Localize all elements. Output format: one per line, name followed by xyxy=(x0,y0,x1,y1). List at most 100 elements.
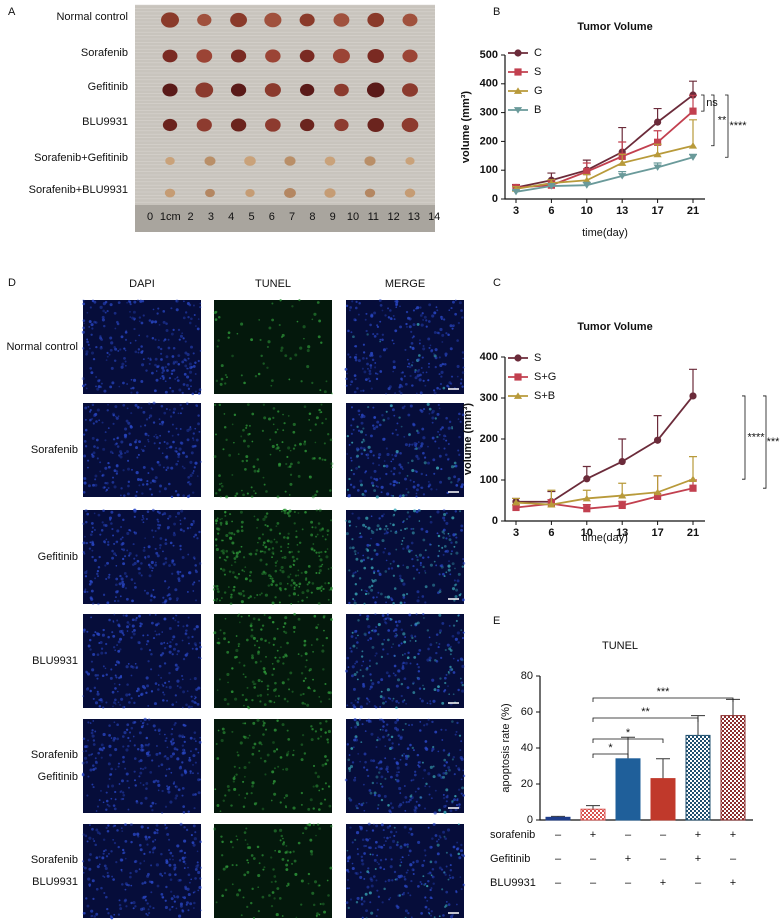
tumor xyxy=(367,117,384,133)
treatment-name: BLU9931 xyxy=(490,877,536,889)
micrograph xyxy=(344,508,466,605)
legend-label: G xyxy=(534,85,543,97)
marker xyxy=(688,154,698,161)
treatment-mark: + xyxy=(660,877,666,889)
marker xyxy=(688,142,698,149)
treatment-mark: – xyxy=(590,853,597,865)
group-label: Sorafenib+Gefitinib xyxy=(34,152,128,164)
tumor xyxy=(404,188,416,198)
marker xyxy=(689,107,697,115)
legend-label: C xyxy=(534,47,542,59)
legend-label: S xyxy=(534,352,541,364)
micrograph xyxy=(345,613,465,709)
y-tick-label: 100 xyxy=(480,474,498,486)
treatment-mark: – xyxy=(555,877,562,889)
tumor xyxy=(245,189,255,197)
y-tick-label: 20 xyxy=(521,778,533,790)
tumor xyxy=(367,12,385,28)
panel-letter: D xyxy=(8,277,16,289)
x-tick-label: 3 xyxy=(513,205,519,217)
row-label: Sorafenib xyxy=(31,444,78,456)
marker xyxy=(653,150,662,158)
x-tick-label: 21 xyxy=(687,205,699,217)
tumor xyxy=(333,13,350,27)
row-label: Gefitinib xyxy=(38,551,78,563)
ruler-label: 14 xyxy=(428,211,440,223)
y-tick-label: 300 xyxy=(480,392,498,404)
y-axis-label: volume (mm³) xyxy=(460,91,472,163)
tumor xyxy=(204,156,216,166)
ruler-label: 5 xyxy=(248,211,254,223)
y-tick-label: 500 xyxy=(480,49,498,61)
tumor xyxy=(196,49,213,63)
significance-label: * xyxy=(626,727,631,739)
y-tick-label: 0 xyxy=(527,814,533,826)
bar xyxy=(720,715,746,821)
legend-marker xyxy=(514,373,522,381)
significance-bracket xyxy=(592,753,629,758)
legend-label: B xyxy=(534,104,541,116)
significance-label: ns xyxy=(706,97,718,109)
legend-marker xyxy=(514,354,522,362)
ruler-label: 4 xyxy=(228,211,234,223)
error-bar xyxy=(689,368,697,396)
tumor xyxy=(164,188,176,198)
panel-letter: C xyxy=(493,277,501,289)
x-tick-label: 17 xyxy=(651,205,663,217)
significance-label: **** xyxy=(747,431,765,443)
series-line xyxy=(515,94,694,189)
y-tick-label: 300 xyxy=(480,107,498,119)
column-header: TUNEL xyxy=(255,278,291,290)
x-tick-label: 13 xyxy=(616,205,628,217)
marker xyxy=(583,505,591,513)
micrograph xyxy=(213,612,333,710)
ruler-label: 8 xyxy=(309,211,315,223)
tumor xyxy=(195,82,214,98)
error-bar xyxy=(618,438,627,462)
tumor xyxy=(324,188,336,198)
significance-label: **** xyxy=(729,120,747,132)
legend-marker xyxy=(513,107,523,114)
significance-bracket xyxy=(592,717,699,722)
series-line xyxy=(515,110,694,189)
ruler-label: 7 xyxy=(289,211,295,223)
treatment-mark: – xyxy=(695,877,702,889)
ruler-label: 1cm xyxy=(160,211,181,223)
marker xyxy=(618,173,627,180)
marker xyxy=(653,488,662,496)
significance-bracket xyxy=(701,94,705,112)
row-label: Sorafenib xyxy=(31,854,78,866)
tumor xyxy=(161,12,179,28)
error-bar xyxy=(586,805,600,810)
tumor xyxy=(299,83,315,97)
x-tick-label: 17 xyxy=(651,527,663,539)
group-label: Normal control xyxy=(56,11,128,23)
treatment-mark: + xyxy=(695,853,701,865)
treatment-mark: – xyxy=(590,877,597,889)
tumor xyxy=(364,188,376,198)
panel-letter: E xyxy=(493,615,500,627)
tumor xyxy=(265,49,281,63)
micrograph xyxy=(81,717,202,814)
series-line xyxy=(515,144,694,190)
y-tick-label: 200 xyxy=(480,433,498,445)
micrograph xyxy=(81,299,202,396)
marker xyxy=(511,498,521,506)
bar xyxy=(650,778,676,821)
bar xyxy=(580,808,606,821)
tumor xyxy=(264,83,281,97)
x-tick-label: 6 xyxy=(548,527,554,539)
y-tick-label: 40 xyxy=(521,742,533,754)
treatment-mark: + xyxy=(625,853,631,865)
ruler-label: 6 xyxy=(269,211,275,223)
legend-marker xyxy=(513,392,523,399)
x-axis-label: time(day) xyxy=(582,532,628,544)
marker xyxy=(582,182,591,189)
tumor xyxy=(196,118,212,132)
y-axis-label: apoptosis rate (%) xyxy=(500,703,512,792)
treatment-mark: – xyxy=(660,853,667,865)
micrograph xyxy=(213,403,334,499)
legend-label: S+G xyxy=(534,371,556,383)
marker xyxy=(618,457,626,466)
